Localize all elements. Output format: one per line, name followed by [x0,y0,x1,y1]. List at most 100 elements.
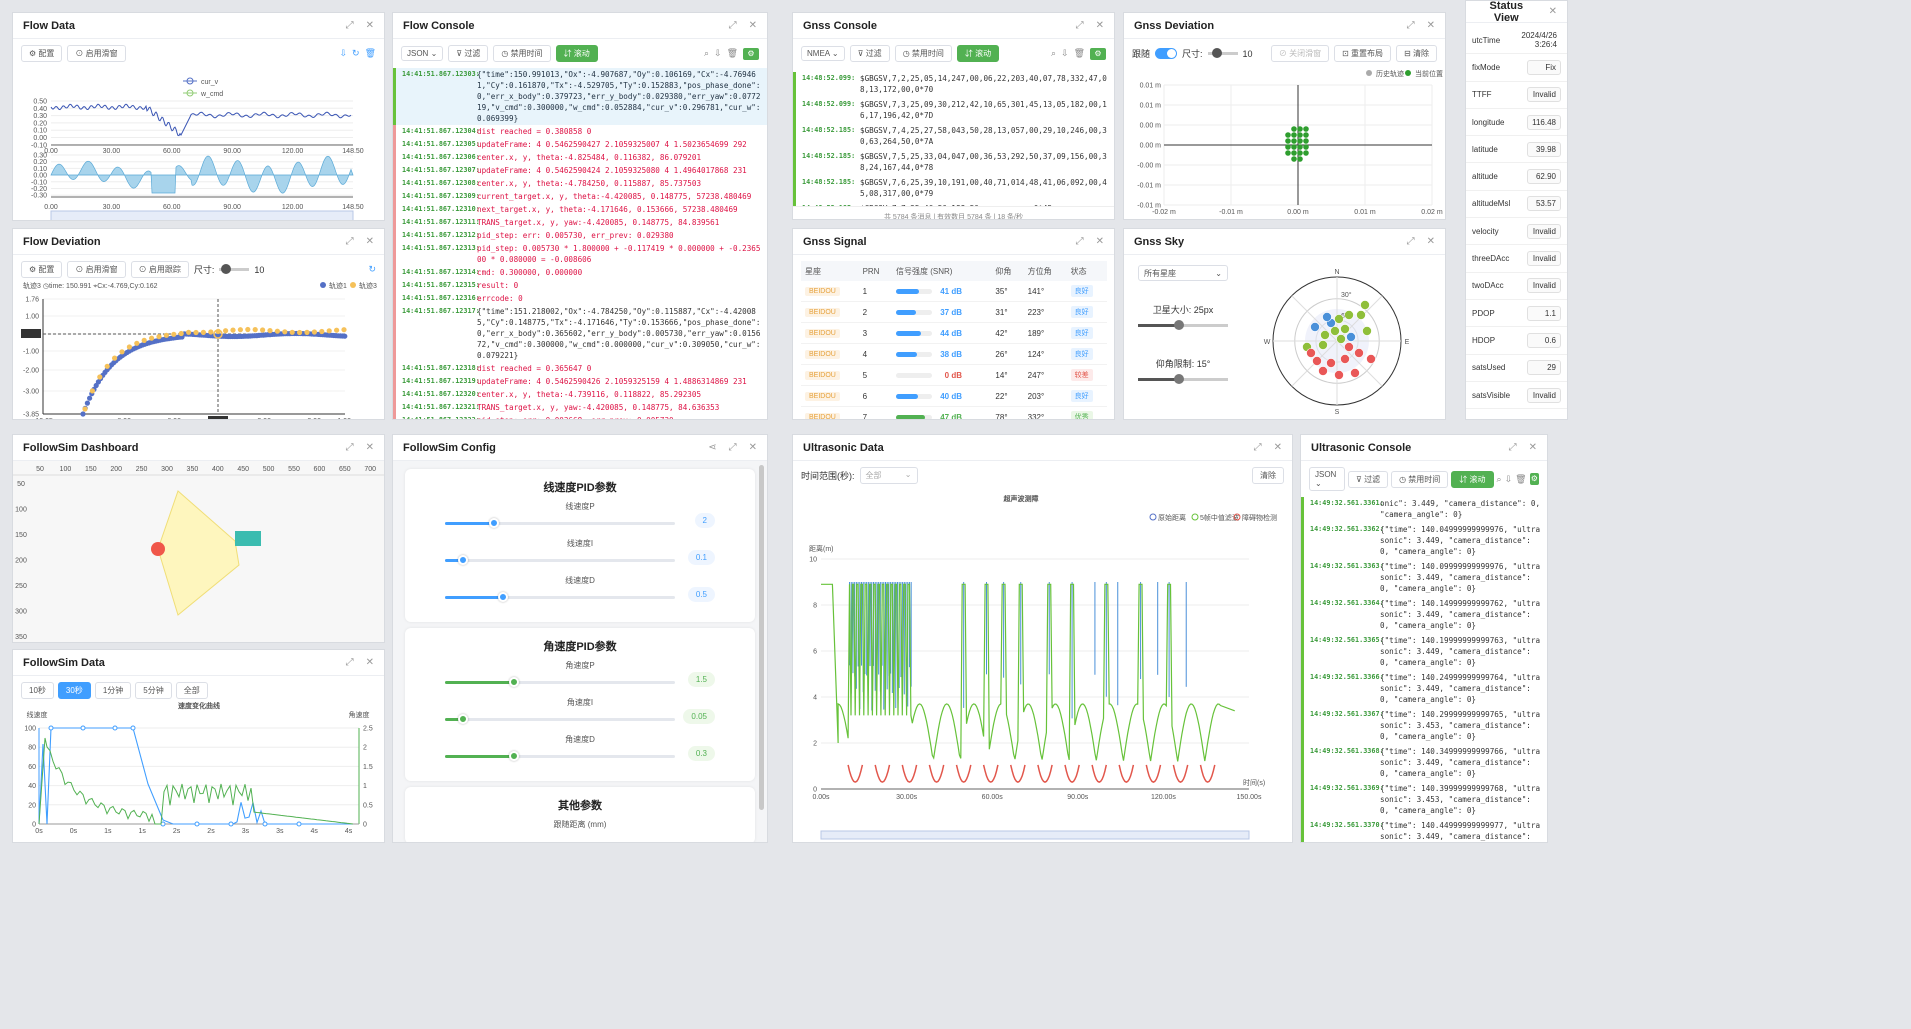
log-line[interactable]: 14:41:51.867.12321: TRANS_target.x, y, ya… [393,401,767,414]
log-line[interactable]: 14:48:52.099: $GBGSV,7,3,25,09,30,212,42,… [793,98,1114,124]
log-line[interactable]: 14:41:51.867.12315: result: 0 [393,279,767,292]
close-icon[interactable]: ✕ [365,236,374,247]
log-line[interactable]: 14:41:51.867.12322:pid_step: err: 0.0036… [393,414,767,419]
console-log[interactable]: 14:41:51.867.12303: {"time":150.991013,"O… [393,68,767,419]
param-value[interactable]: 0.3 [687,746,715,761]
format-select[interactable]: JSON ⌄ [401,46,444,61]
trash-icon[interactable]: 🗑 [1515,473,1527,484]
expand-icon[interactable]: ⤢ [1508,442,1517,453]
size-slider[interactable] [219,264,250,274]
expand-icon[interactable]: ⤢ [345,442,354,453]
follow-button[interactable]: ⊙ 启用跟踪 [130,261,189,278]
slider-knob[interactable] [498,592,509,602]
expand-icon[interactable]: ⤢ [728,20,737,31]
log-line[interactable]: 14:41:51.867.12304: dist reached = 0.3808… [393,125,767,138]
log-line[interactable]: 14:41:51.867.12310: next_target.x, y, the… [393,203,767,216]
expand-icon[interactable]: ⤢ [728,442,737,453]
close-icon[interactable]: ✕ [365,657,374,668]
expand-icon[interactable]: ⤢ [345,236,354,247]
follow-toggle[interactable] [1155,48,1178,59]
param-slider[interactable]: 0.05 [445,709,715,726]
range-button-1[interactable]: 30秒 [57,682,91,699]
filter-button[interactable]: ⊽ 过滤 [1348,470,1389,488]
column-header[interactable]: 状态 [1070,266,1087,276]
expand-icon[interactable]: ⤢ [1075,20,1084,31]
config-button[interactable]: ⚙ 配置 [21,261,63,278]
settings-icon[interactable]: ⚙ [1090,47,1106,60]
table-row[interactable]: BEIDOU 3 44 dB 42° 189° 良好 [801,323,1107,344]
expand-icon[interactable]: ⤢ [1075,236,1084,247]
download-icon[interactable]: ⇩ [714,48,722,58]
param-value[interactable]: 0.05 [683,709,715,724]
column-header[interactable]: 信号强度 (SNR) [896,266,953,276]
log-line[interactable]: 14:41:51.867.12319: updateFrame: 4 0.5462… [393,375,767,388]
range-button-2[interactable]: 1分钟 [94,682,132,699]
log-line[interactable]: 14:49:32.561.3363: {"time": 140.099999999… [1301,560,1547,597]
clear-button[interactable]: 清除 [1252,467,1284,484]
share-icon[interactable]: ⋖ [708,442,717,453]
log-line[interactable]: 14:49:32.561.3362: {"time": 140.049999999… [1301,523,1547,560]
size-slider[interactable] [1207,48,1238,58]
zoom-slider[interactable] [50,210,354,221]
expand-icon[interactable]: ⤢ [1406,236,1415,247]
expand-icon[interactable]: ⤢ [1253,442,1262,453]
log-line[interactable]: 14:41:51.867.12306: center.x, y, theta:-4… [393,151,767,164]
close-icon[interactable]: ✕ [1426,20,1435,31]
range-select[interactable]: 全部 ⌄ [859,467,918,484]
search-icon[interactable]: ⌕ [703,48,710,58]
expand-icon[interactable]: ⤢ [345,20,354,31]
smooth-button[interactable]: ⊙ 启用滑窗 [67,261,126,278]
param-slider[interactable]: 2 [445,513,715,530]
log-line[interactable]: 14:49:32.561.3370: {"time": 140.449999999… [1301,819,1547,842]
param-value[interactable]: 2 [694,513,715,528]
reset-layout-button[interactable]: ⊡ 重置布局 [1334,45,1392,62]
table-row[interactable]: BEIDOU 4 38 dB 26° 124° 良好 [801,344,1107,365]
log-line[interactable]: 14:41:51.867.12317: {"time":151.218002,"O… [393,305,767,362]
sat-size-slider[interactable] [1138,320,1228,330]
elevation-slider[interactable] [1138,374,1228,384]
log-line[interactable]: 14:41:51.867.12313: pid_step: 0.005730 * … [393,242,767,266]
log-line[interactable]: 14:41:51.867.12314: cmd: 0.300000, 0.0000… [393,266,767,279]
console-log[interactable]: 14:48:52.099: $GBGSV,7,2,25,05,14,247,00,… [793,68,1114,206]
column-header[interactable]: PRN [862,266,880,276]
column-header[interactable]: 方位角 [1027,266,1052,276]
scroll-button[interactable]: ⇵ 滚动 [956,45,1000,62]
slider-knob[interactable] [509,677,520,687]
log-line[interactable]: 14:41:51.867.12320: center.x, y, theta:-4… [393,388,767,401]
slider-knob[interactable] [489,518,500,528]
param-slider[interactable]: 0.5 [445,587,715,604]
settings-icon[interactable]: ⚙ [743,47,759,60]
scrollbar[interactable] [759,465,764,810]
refresh-icon[interactable]: ↻ [368,264,376,274]
search-icon[interactable]: ⌕ [1496,473,1502,484]
console-log[interactable]: 14:49:32.561.3361: onic": 3.449, "camera_… [1301,497,1547,842]
close-icon[interactable]: ✕ [1273,442,1282,453]
trash-icon[interactable]: 🗑 [726,48,738,58]
filter-button[interactable]: ⊽ 过滤 [448,45,489,62]
format-select[interactable]: JSON ⌄ [1309,467,1345,491]
log-line[interactable]: 14:41:51.867.12303: {"time":150.991013,"O… [393,68,767,125]
log-line[interactable]: 14:49:32.561.3369: {"time": 140.399999999… [1301,782,1547,819]
param-value[interactable]: 1.5 [687,672,715,687]
log-line[interactable]: 14:49:32.561.3367: {"time": 140.299999999… [1301,708,1547,745]
clear-button[interactable]: ⊟ 清除 [1396,45,1437,62]
table-row[interactable]: BEIDOU 1 41 dB 35° 141° 良好 [801,281,1107,302]
search-icon[interactable]: ⌕ [1050,48,1057,58]
expand-icon[interactable]: ⤢ [345,657,354,668]
log-line[interactable]: 14:41:51.867.12312: pid_step: err: 0.0057… [393,229,767,242]
table-row[interactable]: BEIDOU 6 40 dB 22° 203° 良好 [801,386,1107,407]
close-icon[interactable]: ✕ [1426,236,1435,247]
smooth-button[interactable]: ⊙ 启用滑窗 [67,45,126,62]
scroll-button[interactable]: ⇵ 滚动 [1451,470,1494,488]
slider-knob[interactable] [457,714,468,724]
param-value[interactable]: 0.1 [687,550,715,565]
param-slider[interactable]: 0.3 [445,746,715,763]
param-slider[interactable]: 1.5 [445,672,715,689]
close-icon[interactable]: ✕ [365,442,374,453]
settings-icon[interactable]: ⚙ [1529,473,1539,485]
close-icon[interactable]: ✕ [748,442,757,453]
disable-time-button[interactable]: ◷ 禁用时间 [1391,470,1449,488]
param-value[interactable]: 0.5 [687,587,715,602]
table-row[interactable]: BEIDOU 2 37 dB 31° 223° 良好 [801,302,1107,323]
column-header[interactable]: 星座 [805,266,821,276]
